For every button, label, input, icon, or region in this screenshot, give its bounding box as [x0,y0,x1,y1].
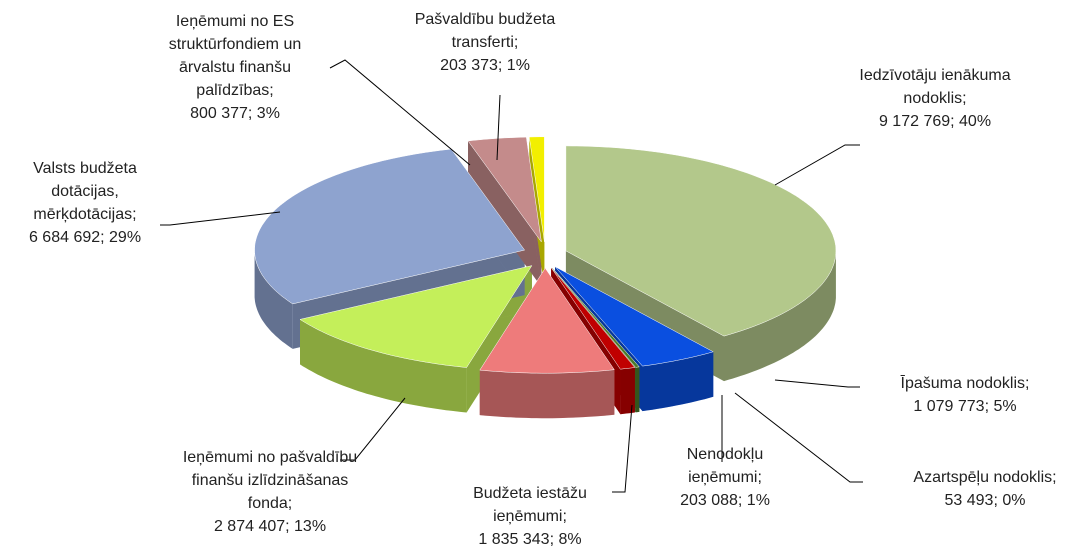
slice-wall-shade [479,369,615,419]
slice [299,265,533,368]
slice-wall-shade [642,351,714,412]
leader-line [340,397,406,461]
label-name: Iedzīvotāju ienākuma nodoklis; [859,67,1011,107]
label-value: 2 874 407; 13% [213,518,327,535]
data-label: Azartspēļu nodoklis; 53 493; 0% [875,466,1082,512]
label-value: 53 493; 0% [944,492,1026,509]
data-label: Valsts budžeta dotācijas, mērķdotācijas;… [13,157,158,249]
slice-wall [724,250,836,382]
slice-wall-shade [254,250,293,349]
data-label: Budžeta iestāžu ieņēmumi; 1 835 343; 8% [455,482,605,551]
label-name: Nenodokļu ieņēmumi; [686,446,764,486]
leader-line [612,404,633,493]
slice [467,136,542,243]
leader-line [734,392,863,483]
slice [551,267,640,368]
data-label: Īpašuma nodoklis; 1 079 773; 5% [860,372,1070,418]
label-value: 9 172 769; 40% [878,113,992,130]
slice-wall [642,351,714,412]
slice-wall-shade [635,366,640,413]
slice [254,148,526,305]
slice-wall-shade [620,367,635,415]
leader-line [329,59,471,166]
label-value: 203 373; 1% [440,57,530,74]
slice-wall-shade [300,319,467,413]
label-name: Ieņēmumi no ES struktūrfondiem un ārvals… [168,13,302,99]
slice [479,267,615,374]
leader-line [774,144,860,186]
slice-wall-shade [724,250,836,382]
slice [529,136,545,242]
data-label: Ieņēmumi no ES struktūrfondiem un ārvals… [145,10,325,125]
slice-wall [254,250,293,349]
label-value: 800 377; 3% [190,105,280,122]
label-name: Azartspēļu nodoklis; [913,469,1057,486]
slice-wall [620,367,635,415]
label-name: Pašvaldību budžeta transferti; [414,11,556,51]
slice-wall [635,366,640,413]
label-value: 1 079 773; 5% [913,398,1017,415]
slice [554,266,714,367]
label-name: Budžeta iestāžu ieņēmumi; [473,485,587,525]
label-name: Valsts budžeta dotācijas, mērķdotācijas; [33,160,137,223]
label-value: 6 684 692; 29% [28,229,142,246]
label-name: Īpašuma nodoklis; [900,375,1030,392]
slice [565,145,837,337]
leader-line [496,94,501,161]
slice-wall [300,319,467,413]
slice-wall [479,369,615,419]
label-value: 1 835 343; 8% [478,531,582,548]
leader-line [774,379,860,388]
label-name: Ieņēmumi no pašvaldību finanšu izlīdzinā… [182,449,358,512]
data-label: Pašvaldību budžeta transferti; 203 373; 1… [398,8,573,77]
leader-line [160,211,281,226]
data-label: Nenodokļu ieņēmumi; 203 088; 1% [673,443,778,512]
data-label: Iedzīvotāju ienākuma nodoklis; 9 172 769;… [848,64,1023,133]
data-label: Ieņēmumi no pašvaldību finanšu izlīdzinā… [173,446,368,538]
slice [550,267,636,370]
label-value: 203 088; 1% [680,492,770,509]
